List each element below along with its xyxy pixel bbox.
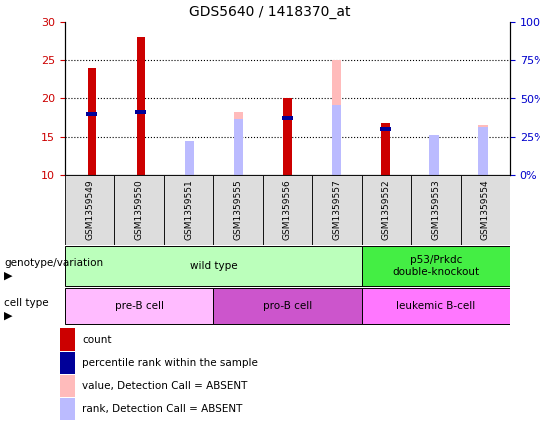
Text: p53/Prkdc
double-knockout: p53/Prkdc double-knockout bbox=[392, 255, 480, 277]
Text: cell type: cell type bbox=[4, 298, 49, 308]
Text: ▶: ▶ bbox=[4, 310, 13, 320]
FancyBboxPatch shape bbox=[362, 246, 510, 286]
Text: wild type: wild type bbox=[190, 261, 237, 271]
Text: genotype/variation: genotype/variation bbox=[4, 258, 104, 268]
Bar bbox=[332, 60, 341, 175]
Text: percentile rank within the sample: percentile rank within the sample bbox=[82, 358, 258, 368]
Bar bbox=[137, 37, 145, 175]
FancyBboxPatch shape bbox=[59, 328, 76, 351]
FancyBboxPatch shape bbox=[164, 175, 213, 245]
Bar bbox=[429, 135, 439, 175]
Text: GSM1359550: GSM1359550 bbox=[134, 180, 144, 240]
Bar bbox=[380, 127, 391, 131]
Bar bbox=[478, 125, 488, 175]
Text: leukemic B-cell: leukemic B-cell bbox=[396, 301, 475, 311]
FancyBboxPatch shape bbox=[461, 175, 510, 245]
Bar bbox=[135, 110, 146, 114]
Text: GSM1359556: GSM1359556 bbox=[283, 180, 292, 240]
FancyBboxPatch shape bbox=[65, 175, 114, 245]
Bar bbox=[381, 123, 389, 175]
FancyBboxPatch shape bbox=[263, 175, 312, 245]
Text: pre-B cell: pre-B cell bbox=[114, 301, 164, 311]
FancyBboxPatch shape bbox=[213, 288, 362, 324]
FancyBboxPatch shape bbox=[213, 175, 263, 245]
FancyBboxPatch shape bbox=[65, 246, 362, 286]
Text: GSM1359549: GSM1359549 bbox=[85, 180, 94, 240]
Text: GSM1359555: GSM1359555 bbox=[234, 180, 242, 240]
Bar bbox=[332, 104, 341, 175]
FancyBboxPatch shape bbox=[59, 375, 76, 397]
FancyBboxPatch shape bbox=[59, 352, 76, 374]
FancyBboxPatch shape bbox=[411, 175, 461, 245]
Text: GSM1359551: GSM1359551 bbox=[184, 180, 193, 240]
FancyBboxPatch shape bbox=[362, 175, 411, 245]
Text: GDS5640 / 1418370_at: GDS5640 / 1418370_at bbox=[189, 5, 351, 19]
Text: GSM1359553: GSM1359553 bbox=[431, 180, 440, 240]
Bar bbox=[282, 116, 293, 120]
Bar bbox=[234, 119, 244, 175]
Bar bbox=[86, 112, 97, 116]
FancyBboxPatch shape bbox=[65, 288, 213, 324]
Bar bbox=[234, 112, 244, 175]
Text: GSM1359552: GSM1359552 bbox=[382, 180, 391, 240]
FancyBboxPatch shape bbox=[114, 175, 164, 245]
Bar bbox=[283, 99, 292, 175]
Text: pro-B cell: pro-B cell bbox=[263, 301, 312, 311]
Bar bbox=[429, 169, 439, 175]
Bar bbox=[478, 127, 488, 175]
FancyBboxPatch shape bbox=[362, 288, 510, 324]
FancyBboxPatch shape bbox=[312, 175, 362, 245]
Bar bbox=[185, 173, 194, 175]
Text: value, Detection Call = ABSENT: value, Detection Call = ABSENT bbox=[82, 381, 247, 391]
FancyBboxPatch shape bbox=[59, 398, 76, 420]
Text: rank, Detection Call = ABSENT: rank, Detection Call = ABSENT bbox=[82, 404, 242, 414]
Text: GSM1359554: GSM1359554 bbox=[481, 180, 490, 240]
Text: GSM1359557: GSM1359557 bbox=[333, 180, 341, 240]
Bar bbox=[87, 68, 96, 175]
Bar bbox=[185, 140, 194, 175]
Text: count: count bbox=[82, 335, 112, 344]
Text: ▶: ▶ bbox=[4, 270, 13, 280]
